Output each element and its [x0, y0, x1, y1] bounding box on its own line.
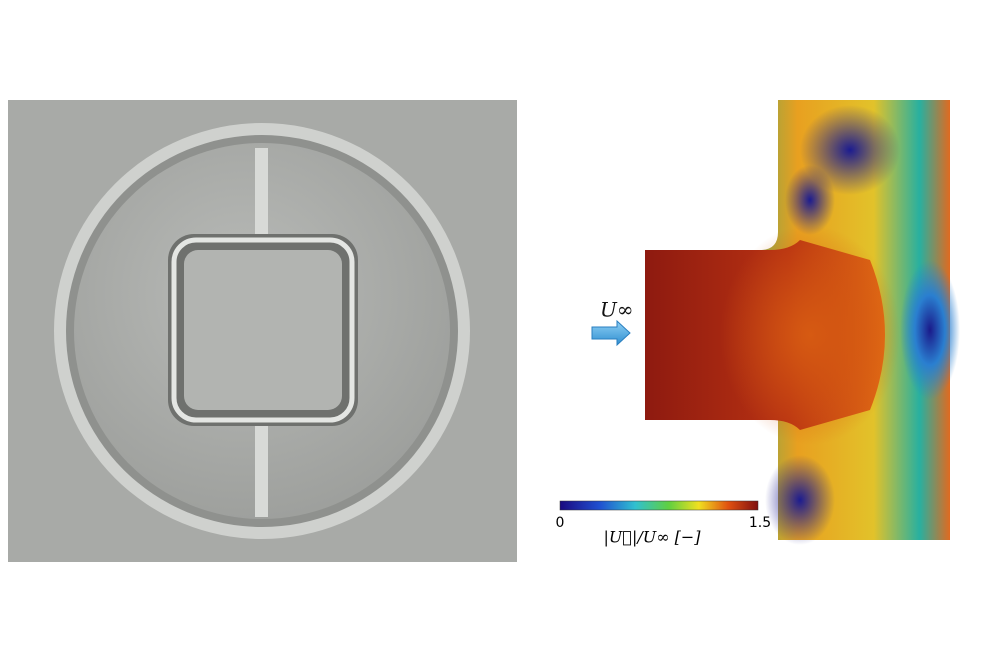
window-edge [171, 237, 355, 423]
flow-label: U∞ [600, 298, 634, 322]
low-velocity [900, 260, 960, 400]
photo [8, 100, 517, 562]
colorbar-label: |U⃗|/U∞ [−] [603, 528, 701, 547]
jet-core [720, 225, 900, 445]
vortex [785, 165, 835, 235]
window [184, 250, 342, 410]
cfd-field [645, 100, 960, 545]
slot [255, 425, 268, 517]
flow-arrow [591, 319, 631, 347]
colorbar-min: 0 [556, 515, 565, 531]
vortex [765, 455, 835, 545]
colorbar-scale [559, 500, 759, 511]
colorbar: 0 1.5 |U⃗|/U∞ [−] [556, 500, 771, 547]
colorbar-max: 1.5 [749, 515, 771, 531]
slot [255, 148, 268, 240]
